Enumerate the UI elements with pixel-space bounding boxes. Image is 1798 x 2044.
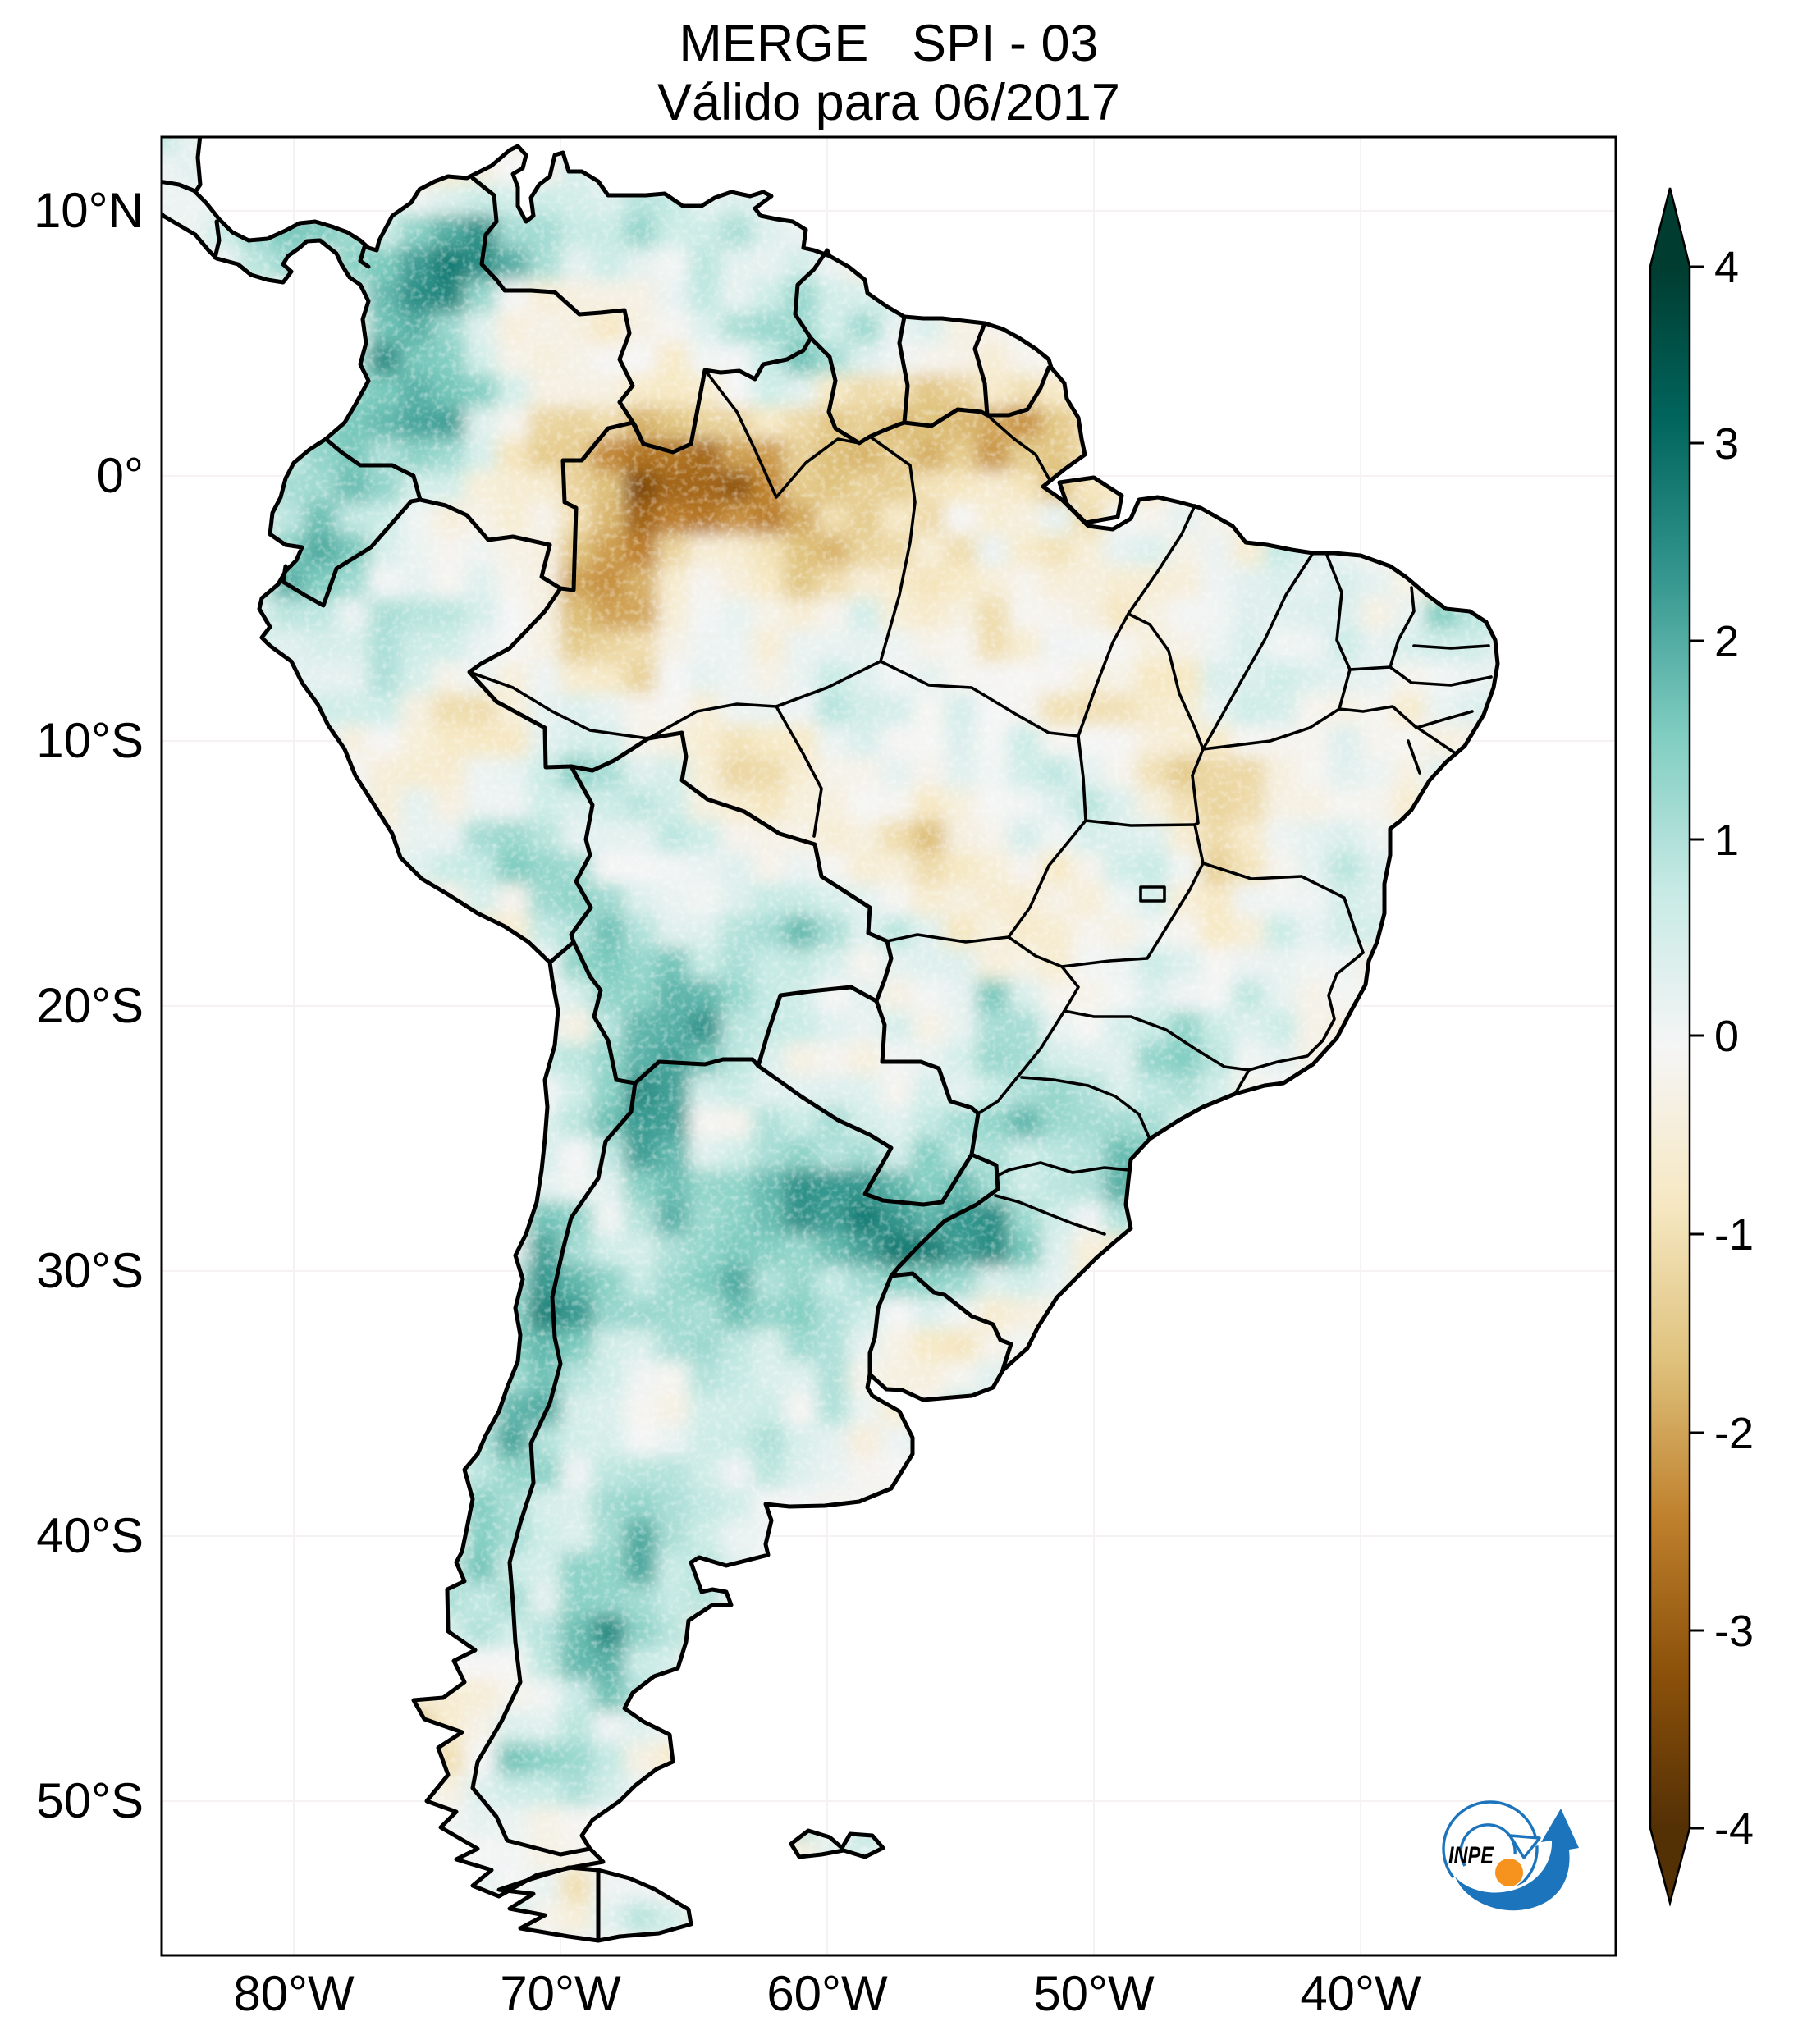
svg-text:20°S: 20°S xyxy=(36,978,144,1033)
svg-text:-1: -1 xyxy=(1714,1210,1754,1260)
svg-text:0: 0 xyxy=(1714,1012,1739,1061)
svg-text:50°S: 50°S xyxy=(36,1773,144,1828)
svg-text:-2: -2 xyxy=(1714,1409,1754,1458)
svg-text:0°: 0° xyxy=(97,448,144,503)
svg-text:3: 3 xyxy=(1714,419,1739,469)
svg-text:30°S: 30°S xyxy=(36,1243,144,1298)
svg-text:50°W: 50°W xyxy=(1033,1966,1155,2021)
svg-text:10°S: 10°S xyxy=(36,713,144,768)
svg-text:10°N: 10°N xyxy=(34,183,144,238)
svg-text:40°S: 40°S xyxy=(36,1508,144,1563)
svg-text:80°W: 80°W xyxy=(233,1966,355,2021)
svg-text:Válido para 06/2017: Válido para 06/2017 xyxy=(657,74,1120,131)
svg-text:40°W: 40°W xyxy=(1300,1966,1421,2021)
svg-text:60°W: 60°W xyxy=(766,1966,888,2021)
svg-text:4: 4 xyxy=(1714,243,1739,292)
svg-text:2: 2 xyxy=(1714,617,1739,666)
svg-text:-3: -3 xyxy=(1714,1607,1754,1656)
svg-text:1: 1 xyxy=(1714,816,1739,865)
svg-text:70°W: 70°W xyxy=(500,1966,621,2021)
svg-text:MERGE SPI - 03: MERGE SPI - 03 xyxy=(679,15,1098,72)
svg-text:INPE: INPE xyxy=(1448,1842,1494,1869)
svg-text:-4: -4 xyxy=(1714,1804,1754,1854)
